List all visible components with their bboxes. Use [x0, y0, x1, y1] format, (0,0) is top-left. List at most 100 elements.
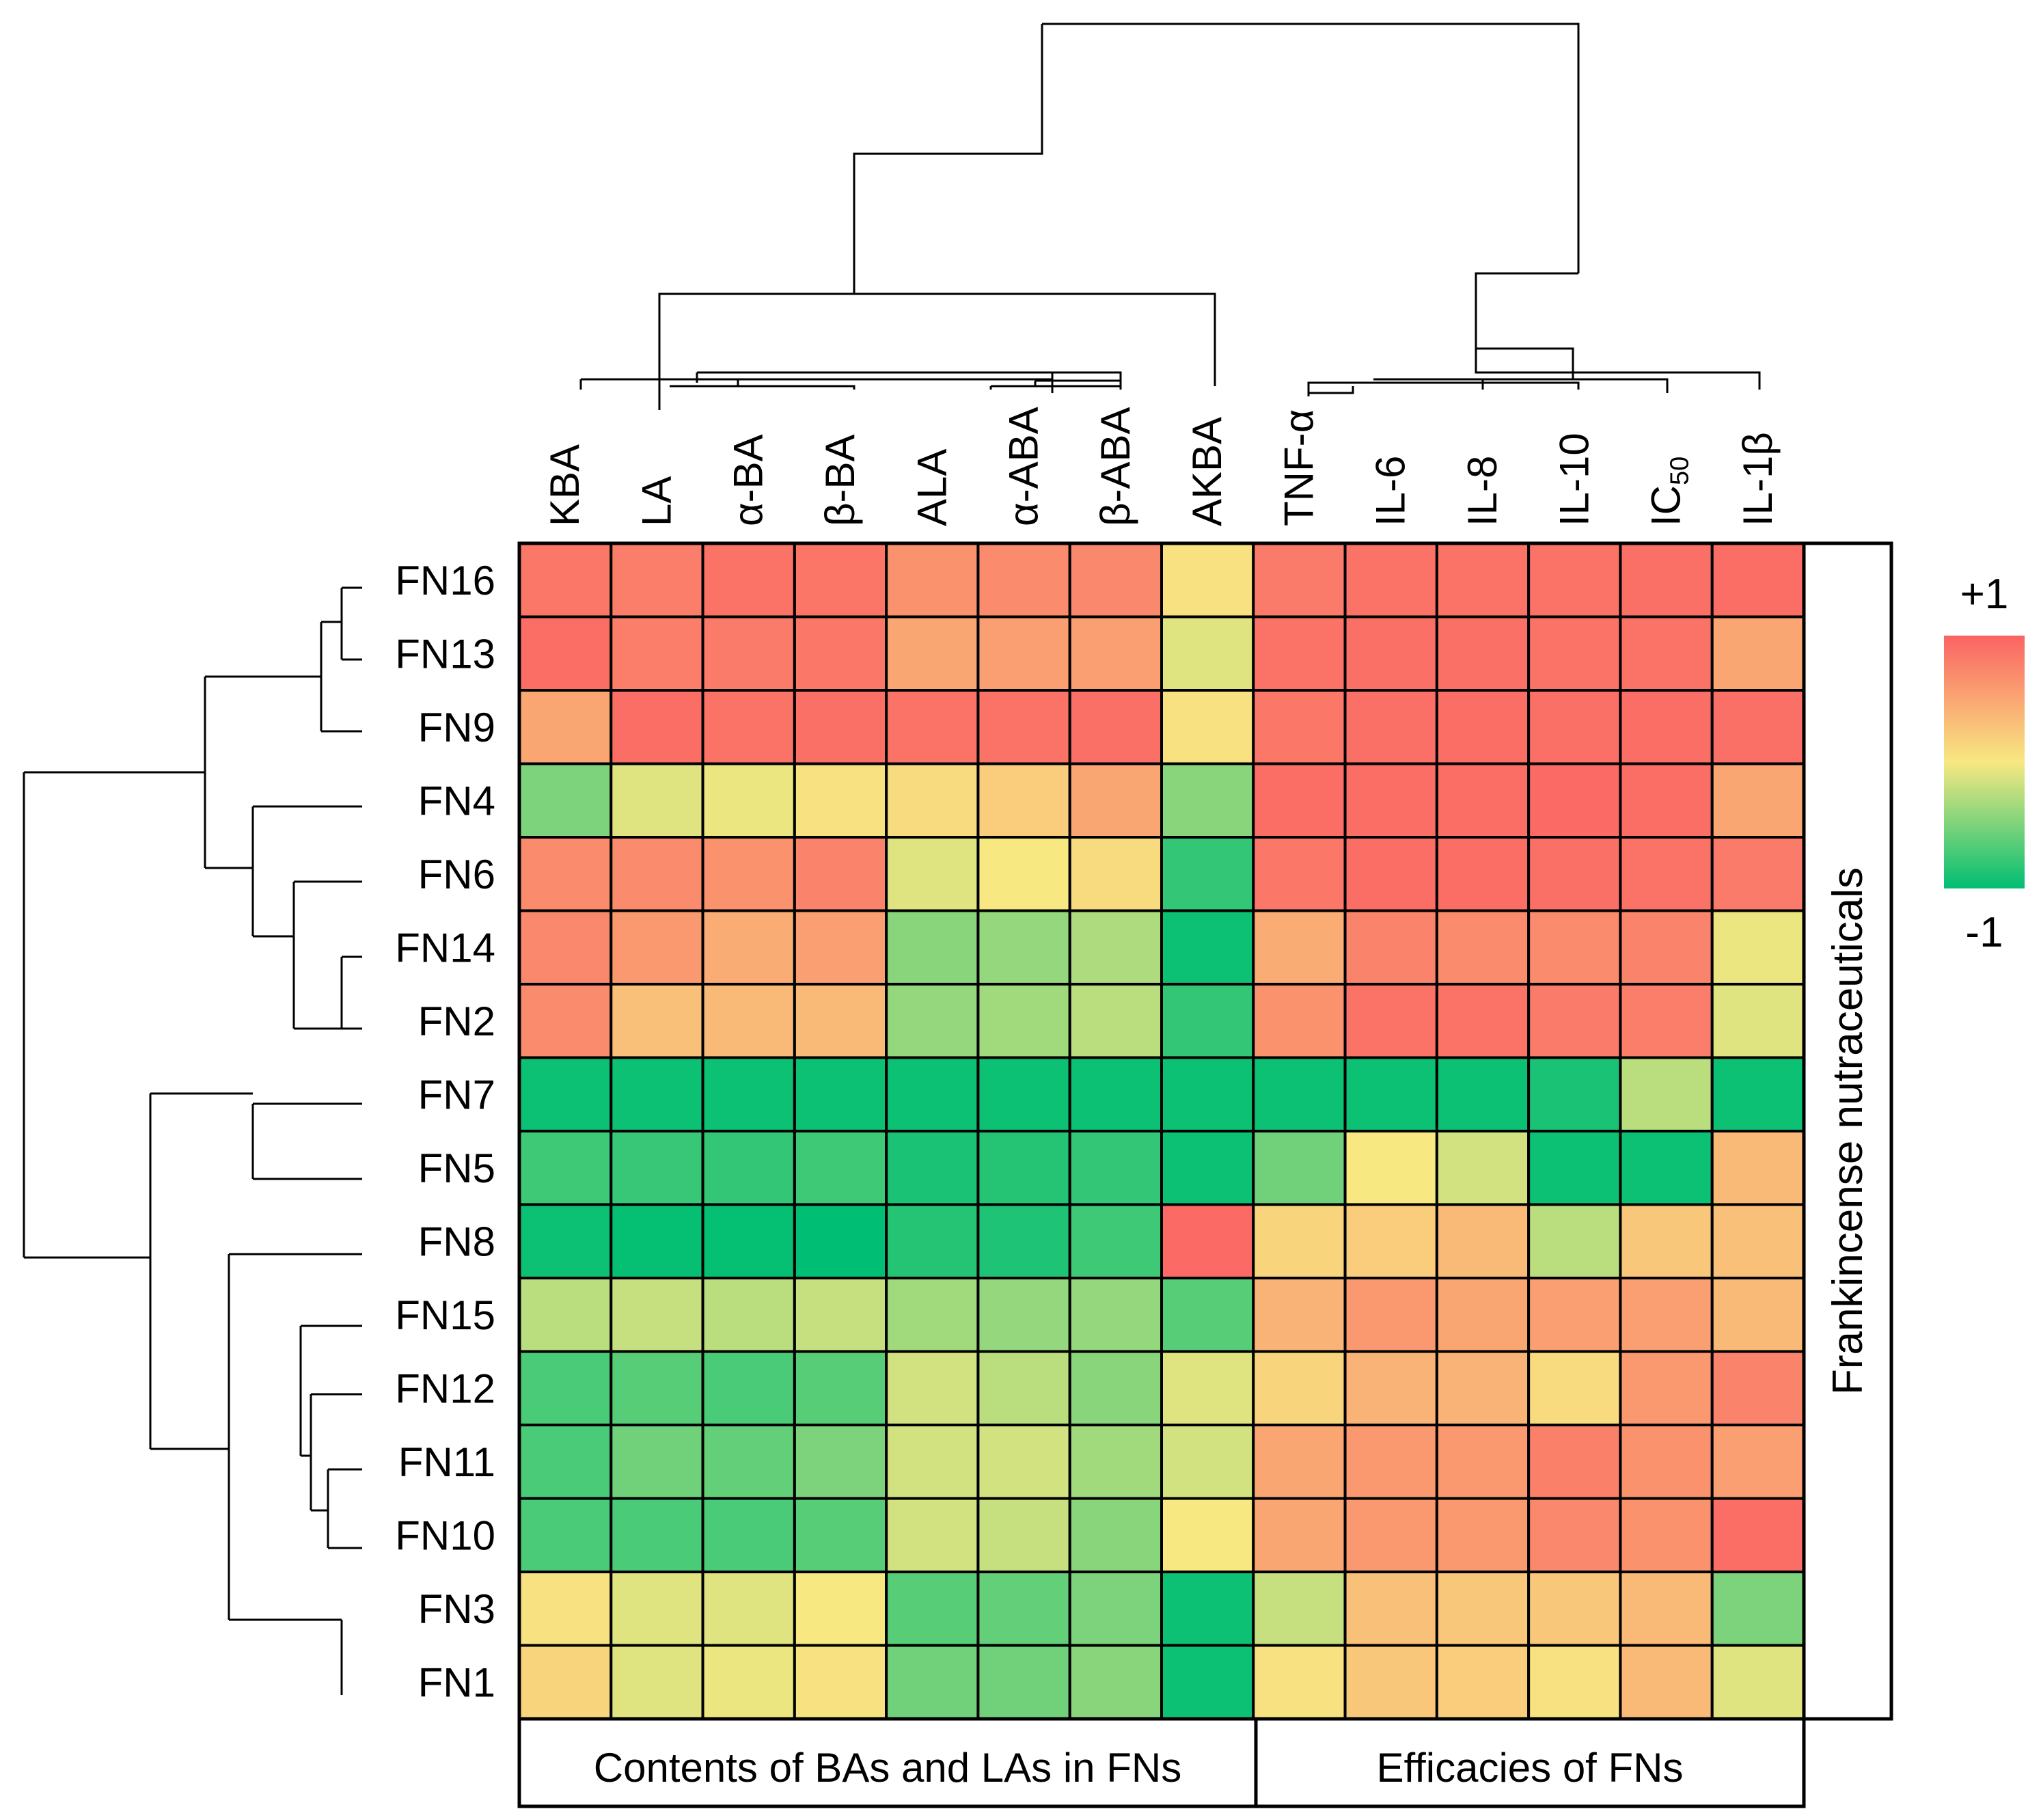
row-label-FN3: FN3 — [418, 1586, 495, 1632]
column-label-1: LA — [633, 476, 679, 526]
heatmap-cell-FN6-8 — [1252, 836, 1347, 912]
heatmap-cell-FN1-5 — [976, 1644, 1071, 1720]
heatmap-cell-FN15-2 — [701, 1277, 796, 1353]
heatmap-cell-FN14-10 — [1435, 909, 1531, 986]
heatmap-cell-FN12-0 — [518, 1350, 613, 1426]
heatmap-cell-FN5-0 — [518, 1130, 613, 1206]
heatmap-cell-FN7-11 — [1527, 1056, 1622, 1132]
heatmap-cell-FN1-12 — [1619, 1644, 1714, 1720]
heatmap-cell-FN16-1 — [609, 542, 704, 619]
heatmap-cell-FN16-10 — [1435, 542, 1531, 619]
heatmap-cell-FN12-13 — [1710, 1350, 1806, 1426]
column-label-10: IL-8 — [1460, 456, 1505, 526]
heatmap-cell-FN5-6 — [1068, 1130, 1163, 1206]
column-label-13: IL-1β — [1735, 432, 1781, 526]
heatmap-cell-FN8-4 — [885, 1203, 980, 1279]
row-label-FN8: FN8 — [418, 1219, 495, 1264]
group-label-contents: Contents of BAs and LAs in FNs — [594, 1745, 1181, 1791]
right-axis-label: Frankincense nutraceuticals — [1824, 867, 1872, 1395]
heatmap-cell-FN2-1 — [609, 983, 704, 1059]
heatmap-cell-FN1-10 — [1435, 1644, 1531, 1720]
heatmap-cell-FN16-12 — [1619, 542, 1714, 619]
row-label-FN11: FN11 — [398, 1439, 495, 1485]
heatmap-cell-FN16-11 — [1527, 542, 1622, 619]
heatmap-cell-FN5-12 — [1619, 1130, 1714, 1206]
heatmap-cell-FN13-2 — [701, 615, 796, 692]
heatmap-cell-FN14-11 — [1527, 909, 1622, 986]
heatmap-cell-FN4-4 — [885, 762, 980, 839]
heatmap-cell-FN14-7 — [1160, 909, 1255, 986]
heatmap-cell-FN16-9 — [1343, 542, 1438, 619]
row-label-FN16: FN16 — [395, 558, 495, 603]
heatmap-cell-FN3-5 — [976, 1571, 1071, 1647]
column-label-7: AKBA — [1184, 417, 1230, 526]
heatmap-cell-FN5-10 — [1435, 1130, 1531, 1206]
heatmap-cell-FN3-9 — [1343, 1571, 1438, 1647]
heatmap-cell-FN16-8 — [1252, 542, 1347, 619]
legend-min-label: -1 — [1965, 909, 2003, 956]
heatmap-cell-FN9-3 — [793, 689, 888, 765]
heatmap-cell-FN7-7 — [1160, 1056, 1255, 1132]
heatmap-cell-FN1-0 — [518, 1644, 613, 1720]
heatmap-cell-FN2-10 — [1435, 983, 1531, 1059]
heatmap-cell-FN13-11 — [1527, 615, 1622, 692]
heatmap-cell-FN3-3 — [793, 1571, 888, 1647]
heatmap-cell-FN5-9 — [1343, 1130, 1438, 1206]
heatmap-cell-FN16-2 — [701, 542, 796, 619]
heatmap-cell-FN10-3 — [793, 1497, 888, 1573]
heatmap-cell-FN4-10 — [1435, 762, 1531, 839]
heatmap-cell-FN14-8 — [1252, 909, 1347, 986]
heatmap-cell-FN1-11 — [1527, 1644, 1622, 1720]
heatmap-cell-FN5-11 — [1527, 1130, 1622, 1206]
heatmap-cell-FN15-3 — [793, 1277, 888, 1353]
column-label-11: IL-10 — [1551, 433, 1597, 526]
heatmap-cell-FN11-2 — [701, 1424, 796, 1500]
heatmap-cell-FN12-7 — [1160, 1350, 1255, 1426]
heatmap-cell-FN11-3 — [793, 1424, 888, 1500]
heatmap-cell-FN14-0 — [518, 909, 613, 986]
heatmap-cell-FN1-2 — [701, 1644, 796, 1720]
heatmap-cell-FN6-10 — [1435, 836, 1531, 912]
heatmap-cell-FN10-10 — [1435, 1497, 1531, 1573]
row-label-FN9: FN9 — [418, 705, 495, 750]
heatmap-cell-FN4-7 — [1160, 762, 1255, 839]
heatmap-cell-FN3-1 — [609, 1571, 704, 1647]
heatmap-cell-FN14-5 — [976, 909, 1071, 986]
heatmap-cell-FN3-7 — [1160, 1571, 1255, 1647]
heatmap-cell-FN10-9 — [1343, 1497, 1438, 1573]
heatmap-cell-FN1-1 — [609, 1644, 704, 1720]
heatmap-cell-FN2-8 — [1252, 983, 1347, 1059]
heatmap-cell-FN6-3 — [793, 836, 888, 912]
heatmap-cell-FN13-7 — [1160, 615, 1255, 692]
heatmap-cell-FN4-3 — [793, 762, 888, 839]
heatmap-cell-FN4-9 — [1343, 762, 1438, 839]
heatmap-cell-FN2-9 — [1343, 983, 1438, 1059]
row-label-FN10: FN10 — [395, 1512, 495, 1558]
heatmap-cell-FN15-11 — [1527, 1277, 1622, 1353]
heatmap-cell-FN3-12 — [1619, 1571, 1714, 1647]
heatmap-cell-FN9-13 — [1710, 689, 1806, 765]
heatmap-cell-FN9-11 — [1527, 689, 1622, 765]
heatmap-cell-FN8-7 — [1160, 1203, 1255, 1279]
column-label-4: ALA — [909, 449, 955, 526]
heatmap-cell-FN11-6 — [1068, 1424, 1163, 1500]
heatmap-cell-FN4-6 — [1068, 762, 1163, 839]
heatmap-cell-FN5-8 — [1252, 1130, 1347, 1206]
heatmap-cell-FN3-13 — [1710, 1571, 1806, 1647]
heatmap-cell-FN11-7 — [1160, 1424, 1255, 1500]
column-label-2: α-BA — [726, 434, 771, 526]
heatmap-cell-FN4-1 — [609, 762, 704, 839]
column-dendrogram — [658, 23, 1761, 410]
heatmap-cell-FN2-5 — [976, 983, 1071, 1059]
row-label-FN5: FN5 — [418, 1145, 495, 1191]
heatmap-cell-FN2-13 — [1710, 983, 1806, 1059]
heatmap-cell-FN4-8 — [1252, 762, 1347, 839]
row-dendrogram — [23, 586, 362, 1695]
column-label-6: β-ABA — [1093, 407, 1138, 526]
heatmap-cell-FN7-2 — [701, 1056, 796, 1132]
heatmap-cell-FN16-4 — [885, 542, 980, 619]
heatmap-cell-FN6-11 — [1527, 836, 1622, 912]
heatmap-cell-FN11-8 — [1252, 1424, 1347, 1500]
heatmap-cell-FN10-6 — [1068, 1497, 1163, 1573]
